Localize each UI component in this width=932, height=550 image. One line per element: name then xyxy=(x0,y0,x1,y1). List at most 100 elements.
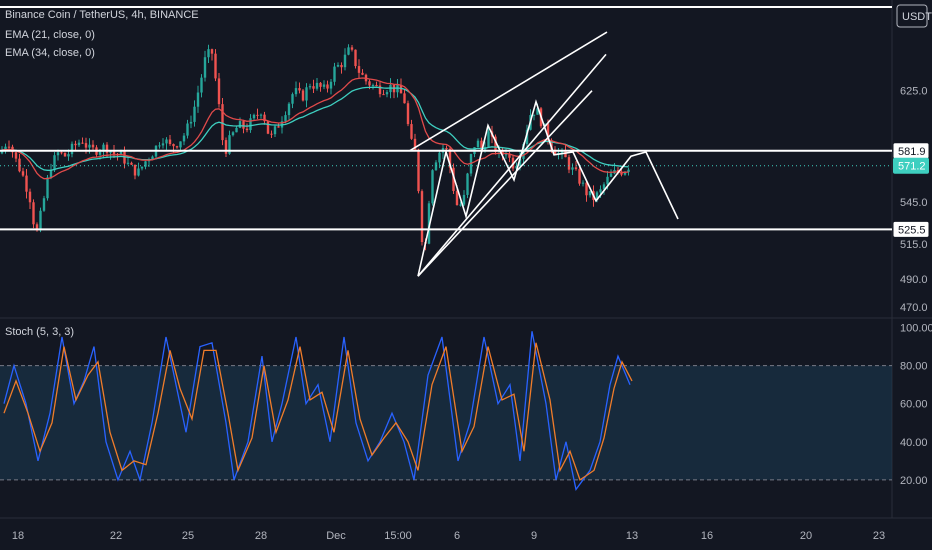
candle-body xyxy=(609,173,613,177)
price-badge-label: 525.5 xyxy=(898,224,926,236)
ema34-legend[interactable]: EMA (34, close, 0) xyxy=(5,47,95,59)
stoch-tick-label: 100.00 xyxy=(900,323,932,335)
candle-body xyxy=(536,108,539,115)
time-tick-label: 9 xyxy=(531,530,537,542)
ema21-legend[interactable]: EMA (21, close, 0) xyxy=(5,29,95,41)
candle-body xyxy=(333,66,336,82)
stoch-k-line xyxy=(3,331,631,491)
candle-body xyxy=(546,123,550,141)
stoch-legend[interactable]: Stoch (5, 3, 3) xyxy=(5,326,75,338)
candle-body xyxy=(319,82,322,87)
candle-body xyxy=(189,121,193,124)
candle-body xyxy=(266,121,270,134)
candle-body xyxy=(452,167,455,192)
candle-body xyxy=(504,154,508,156)
candle-body xyxy=(168,139,172,145)
time-tick-label: 6 xyxy=(454,530,460,542)
time-tick-label: 18 xyxy=(12,530,24,542)
candle-body xyxy=(417,149,420,192)
candle-body xyxy=(371,85,375,87)
candle-body xyxy=(56,152,60,156)
time-tick-label: 13 xyxy=(626,530,638,542)
candle-body xyxy=(263,114,266,122)
candle-body xyxy=(60,152,63,154)
candle-body xyxy=(291,94,294,104)
time-tick-label: 28 xyxy=(255,530,267,542)
candle-body xyxy=(567,157,571,170)
candle-body xyxy=(466,173,469,195)
currency-label: USDT xyxy=(902,11,932,23)
currency-button[interactable] xyxy=(896,4,928,28)
candle-body xyxy=(14,152,18,159)
time-tick-label: Dec xyxy=(326,530,346,542)
candle-body xyxy=(340,65,343,68)
time-tick-label: 16 xyxy=(701,530,713,542)
price-badge xyxy=(892,220,930,238)
candle-body xyxy=(606,176,609,185)
price-tick-label: 625.0 xyxy=(900,86,928,98)
candle-body xyxy=(581,182,585,184)
candle-body xyxy=(284,115,287,122)
candle-body xyxy=(245,128,249,131)
candle-body xyxy=(627,169,630,173)
candle-body xyxy=(242,121,245,129)
candle-body xyxy=(179,141,182,148)
time-tick-label: 20 xyxy=(800,530,812,542)
candle-body xyxy=(182,135,186,142)
candle-body xyxy=(553,149,557,155)
candle-body xyxy=(287,103,291,116)
candle-body xyxy=(574,167,578,170)
candle-body xyxy=(46,177,49,199)
candle-body xyxy=(494,136,497,152)
candle-body xyxy=(357,66,361,73)
price-tick-label: 470.0 xyxy=(900,302,928,314)
candle-body xyxy=(322,84,326,87)
candle-body xyxy=(588,191,592,196)
candle-body xyxy=(98,151,102,155)
zigzag-pattern[interactable] xyxy=(417,99,679,277)
candle-body xyxy=(53,155,56,171)
rising-wedge-upper[interactable] xyxy=(409,31,608,152)
candle-body xyxy=(595,192,599,200)
candle-body xyxy=(602,184,606,190)
rising-wedge-outer[interactable] xyxy=(417,53,607,277)
stoch-d-line xyxy=(3,342,633,481)
candle-body xyxy=(480,140,483,150)
candle-body xyxy=(151,156,154,160)
candle-body xyxy=(308,86,312,88)
candle-body xyxy=(298,88,301,91)
symbol-legend[interactable]: Binance Coin / TetherUS, 4h, BINANCE xyxy=(5,9,199,21)
candle-body xyxy=(420,191,424,243)
candle-body xyxy=(238,121,242,128)
price-tick-label: 515.0 xyxy=(900,239,928,251)
candle-body xyxy=(413,138,417,150)
candle-body xyxy=(448,148,452,168)
candle-body xyxy=(105,144,109,153)
candle-body xyxy=(445,148,448,150)
candle-body xyxy=(21,171,25,176)
rising-wedge-lower[interactable] xyxy=(417,90,593,277)
candle-body xyxy=(42,198,46,211)
candle-body xyxy=(501,150,504,155)
candle-body xyxy=(175,146,179,148)
time-tick-label: 25 xyxy=(182,530,194,542)
candle-body xyxy=(305,87,308,101)
candle-body xyxy=(35,224,39,231)
candle-body xyxy=(532,114,536,116)
candle-body xyxy=(438,152,441,163)
candle-body xyxy=(123,151,126,164)
candle-body xyxy=(518,158,522,167)
candle-body xyxy=(616,169,620,172)
candle-body xyxy=(294,88,298,95)
candle-body xyxy=(186,123,189,136)
candle-body xyxy=(210,49,214,54)
candle-body xyxy=(270,133,273,135)
candle-body xyxy=(49,170,53,178)
candle-body xyxy=(273,126,277,135)
candle-body xyxy=(427,203,431,244)
candle-body xyxy=(144,161,147,167)
candle-body xyxy=(4,146,7,151)
candle-body xyxy=(350,47,354,50)
stoch-tick-label: 60.00 xyxy=(900,399,928,411)
